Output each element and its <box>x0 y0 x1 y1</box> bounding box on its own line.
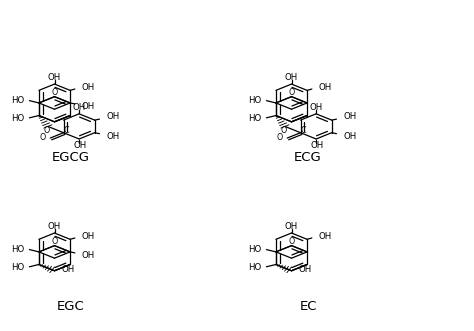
Text: ECG: ECG <box>294 151 322 164</box>
Text: O: O <box>288 88 295 97</box>
Text: O: O <box>276 133 283 142</box>
Text: HO: HO <box>11 96 25 105</box>
Text: C: C <box>63 125 69 135</box>
Text: O: O <box>39 133 46 142</box>
Text: OH: OH <box>310 141 324 150</box>
Text: OH: OH <box>48 222 61 231</box>
Text: OH: OH <box>310 103 323 112</box>
Text: HO: HO <box>248 245 262 254</box>
Text: EC: EC <box>300 300 317 313</box>
Text: OH: OH <box>106 131 119 141</box>
Text: OH: OH <box>48 73 61 82</box>
Text: OH: OH <box>73 103 86 112</box>
Text: OH: OH <box>82 102 95 111</box>
Text: O: O <box>288 237 295 246</box>
Text: OH: OH <box>82 231 95 241</box>
Text: OH: OH <box>82 82 95 92</box>
Text: HO: HO <box>248 114 262 123</box>
Text: HO: HO <box>11 114 25 123</box>
Text: O: O <box>43 125 50 135</box>
Text: EGC: EGC <box>57 300 85 313</box>
Text: O: O <box>51 237 58 246</box>
Text: O: O <box>280 125 287 135</box>
Text: O: O <box>51 88 58 97</box>
Text: OH: OH <box>73 141 87 150</box>
Text: OH: OH <box>319 82 332 92</box>
Text: HO: HO <box>11 262 25 272</box>
Text: HO: HO <box>248 96 262 105</box>
Text: HO: HO <box>11 245 25 254</box>
Text: OH: OH <box>82 251 95 260</box>
Text: OH: OH <box>61 265 74 274</box>
Text: OH: OH <box>285 73 298 82</box>
Text: OH: OH <box>106 112 119 121</box>
Text: HO: HO <box>248 262 262 272</box>
Text: OH: OH <box>285 222 298 231</box>
Text: EGCG: EGCG <box>52 151 90 164</box>
Text: OH: OH <box>298 265 311 274</box>
Text: OH: OH <box>343 131 356 141</box>
Text: OH: OH <box>343 112 356 121</box>
Text: OH: OH <box>319 231 332 241</box>
Text: C: C <box>300 125 306 135</box>
